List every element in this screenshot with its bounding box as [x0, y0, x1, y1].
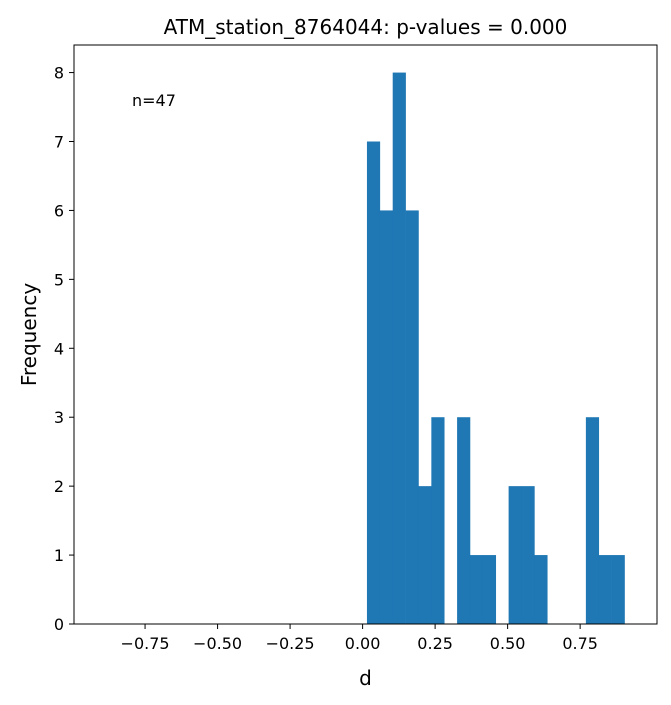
histogram-bar-19 [611, 555, 625, 624]
y-tick-label-4: 4 [54, 339, 64, 358]
x-tick-label-5: 0.50 [490, 634, 526, 653]
histogram-bar-2 [392, 72, 406, 625]
y-tick-label-6: 6 [54, 201, 64, 220]
x-tick-label-2: −0.25 [266, 634, 315, 653]
histogram-bar-1 [379, 210, 394, 624]
x-tick-label-4: 0.25 [417, 634, 453, 653]
y-tick-label-3: 3 [54, 408, 64, 427]
y-tick-label-7: 7 [54, 133, 64, 152]
y-tick-label-0: 0 [54, 615, 64, 634]
x-axis-ticks: −0.75 −0.50 −0.25 0.00 0.25 0.50 0.75 [121, 624, 598, 653]
y-axis-title: Frequency [17, 283, 41, 386]
histogram-bar-8 [469, 555, 484, 624]
y-axis-ticks: 0 1 2 3 4 5 6 7 8 [54, 64, 74, 634]
y-tick-label-8: 8 [54, 64, 64, 83]
histogram-bar-9 [482, 555, 497, 624]
x-tick-label-1: −0.50 [193, 634, 242, 653]
histogram-bar-4 [418, 486, 432, 624]
sample-size-annotation: n=47 [132, 91, 176, 110]
x-tick-label-6: 0.75 [562, 634, 598, 653]
y-tick-label-2: 2 [54, 477, 64, 496]
x-tick-label-3: 0.00 [345, 634, 381, 653]
plot-frame [73, 44, 658, 625]
y-tick-label-5: 5 [54, 270, 64, 289]
x-axis-title: d [359, 666, 372, 690]
histogram-bar-5 [431, 417, 445, 624]
histogram-bar-18 [598, 555, 612, 624]
histogram-bar-17 [585, 417, 600, 624]
histogram-bar-7 [457, 417, 471, 624]
histogram-bar-0 [366, 141, 381, 624]
histogram-bar-3 [405, 210, 419, 624]
y-tick-label-1: 1 [54, 546, 64, 565]
histogram-bar-13 [534, 555, 548, 624]
chart-title: ATM_station_8764044: p-values = 0.000 [164, 15, 568, 39]
histogram-bar-11 [508, 486, 522, 624]
bars-layer [366, 72, 625, 625]
histogram-bar-12 [521, 486, 535, 624]
x-tick-label-0: −0.75 [121, 634, 170, 653]
